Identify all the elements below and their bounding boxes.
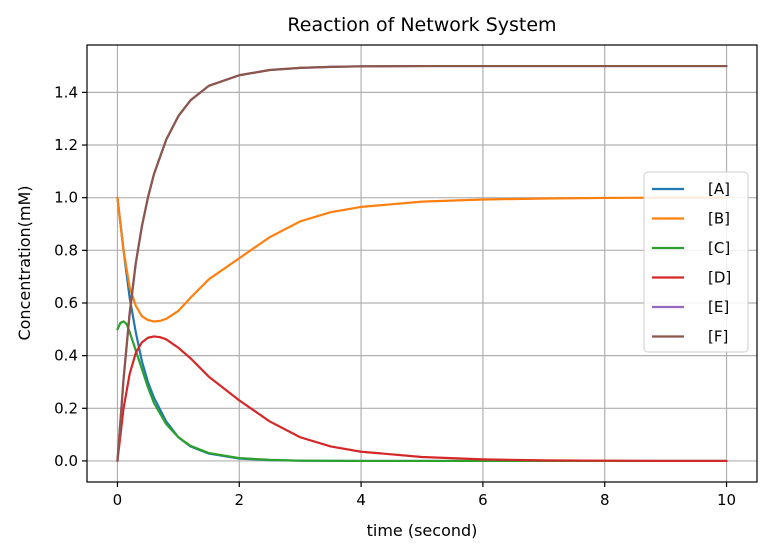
x-axis-label: time (second) — [367, 521, 478, 540]
chart-title: Reaction of Network System — [287, 14, 556, 36]
legend-label: [C] — [708, 239, 730, 257]
series-lines — [116, 64, 728, 463]
x-tick-label: 2 — [234, 491, 244, 509]
x-tick-label: 4 — [356, 491, 366, 509]
y-tick-label: 1.0 — [54, 189, 78, 207]
series-line-d — [116, 335, 728, 463]
plot-area: 0 2 4 6 8 10 0.0 0.2 0.4 0.6 0.8 1.0 1.2 1.4 [A] [B] [C]… — [54, 44, 758, 509]
legend-label: [D] — [708, 269, 731, 287]
legend-item: [B] — [652, 210, 730, 228]
legend-item: [A] — [652, 180, 730, 198]
legend-item: [F] — [652, 328, 728, 346]
axes-frame — [86, 44, 758, 483]
x-tick-label: 6 — [478, 491, 488, 509]
legend-item: [E] — [652, 298, 729, 316]
y-tick-label: 0.0 — [54, 452, 78, 470]
y-axis-ticks: 0.0 0.2 0.4 0.6 0.8 1.0 1.2 1.4 — [54, 83, 87, 470]
y-tick-label: 1.4 — [54, 83, 78, 101]
series-line-f — [116, 64, 728, 463]
x-tick-label: 10 — [717, 491, 736, 509]
y-tick-label: 1.2 — [54, 136, 78, 154]
legend: [A] [B] [C] [D] [E] [F] — [643, 171, 749, 353]
y-tick-label: 0.6 — [54, 294, 78, 312]
legend-item: [C] — [652, 239, 730, 257]
legend-label: [F] — [708, 328, 728, 346]
legend-label: [B] — [708, 210, 730, 228]
y-tick-label: 0.4 — [54, 347, 78, 365]
series-line-b — [116, 196, 728, 323]
y-tick-label: 0.2 — [54, 399, 78, 417]
x-axis-ticks: 0 2 4 6 8 10 — [113, 482, 736, 509]
x-tick-label: 0 — [113, 491, 123, 509]
legend-label: [E] — [708, 298, 729, 316]
legend-item: [D] — [652, 269, 731, 287]
legend-box — [643, 171, 749, 353]
y-axis-label: Concentration(mM) — [15, 185, 34, 340]
y-tick-label: 0.8 — [54, 241, 78, 259]
x-tick-label: 8 — [600, 491, 610, 509]
legend-label: [A] — [708, 180, 730, 198]
